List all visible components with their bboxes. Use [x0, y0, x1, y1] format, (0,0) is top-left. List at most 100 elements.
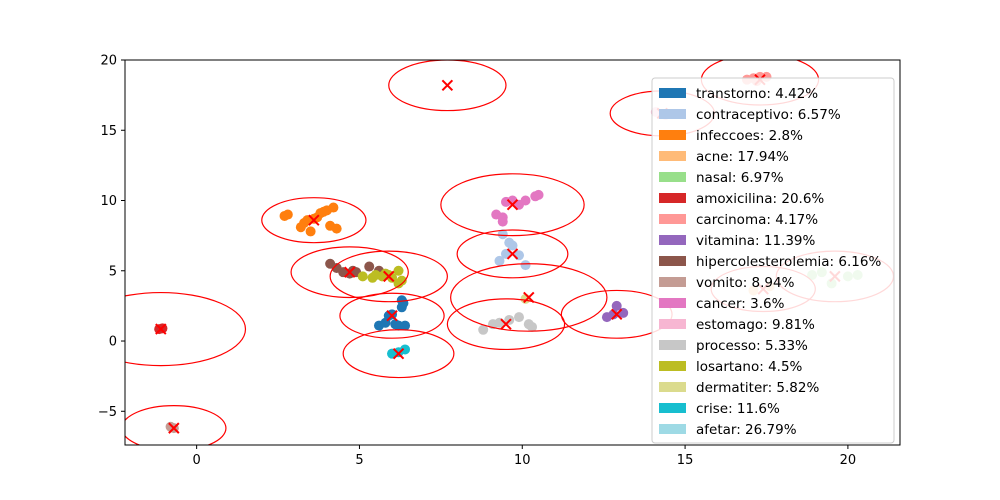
legend: transtorno: 4.42% contraceptivo: 6.57% inf… [651, 77, 895, 444]
legend-swatch-afetar [659, 424, 686, 434]
point-processo-0 [478, 324, 489, 335]
legend-swatch-cancer [659, 298, 686, 308]
legend-swatch-processo [659, 340, 686, 350]
legend-swatch-transtorno [659, 88, 686, 98]
cluster-circle-contraceptivo [456, 229, 569, 279]
legend-swatch-nasal [659, 172, 686, 182]
y-axis: −5 0 5 10 15 20 [98, 54, 125, 420]
centroid-marker-processo [500, 318, 512, 330]
legend-entry-crise: crise: 11.6% [659, 401, 780, 417]
legend-label-estomago: estomago: 9.81% [696, 317, 815, 333]
legend-swatch-hipercolesterolemia [659, 256, 686, 266]
cluster-circle-losartano [329, 250, 448, 303]
point-processo-4 [514, 312, 525, 323]
centroid-marker-infeccoes [308, 214, 320, 226]
point-vitamina-3 [608, 309, 619, 320]
cluster-circles [125, 60, 895, 445]
point-infeccoes-1 [282, 209, 293, 220]
cluster-circle-vomito [125, 405, 227, 445]
point-transtorno-8 [400, 320, 411, 331]
point-vitamina-1 [611, 300, 622, 311]
point-processo-6 [527, 321, 538, 332]
y-tick-label-20: 20 [100, 54, 117, 69]
centroid-marker-losartano [383, 270, 395, 283]
cluster-circle-dermatiter [450, 263, 608, 332]
legend-label-carcinoma: carcinoma: 4.17% [696, 212, 818, 228]
legend-swatch-crise [659, 403, 686, 413]
x-tick-label-15: 15 [677, 453, 694, 468]
y-tick-label--5: −5 [98, 405, 117, 420]
cluster-circle-cancer [440, 173, 585, 237]
x-tick-label-20: 20 [840, 453, 857, 468]
legend-entry-dermatiter: dermatiter: 5.82% [659, 380, 819, 396]
point-transtorno-9 [398, 298, 409, 309]
y-tick-label-0: 0 [109, 335, 117, 350]
legend-swatch-acne [659, 151, 686, 161]
point-losartano-0 [357, 271, 368, 282]
point-contraceptivo-3 [507, 240, 518, 251]
legend-entry-processo: processo: 5.33% [659, 338, 808, 354]
legend-entry-transtorno: transtorno: 4.42% [659, 86, 818, 102]
legend-label-afetar: afetar: 26.79% [696, 422, 797, 438]
legend-label-infeccoes: infeccoes: 2.8% [696, 128, 803, 144]
centroid-marker-contraceptivo [506, 248, 519, 260]
x-tick-label-10: 10 [514, 453, 531, 468]
y-tick-label-15: 15 [100, 124, 117, 139]
legend-label-cancer: cancer: 3.6% [696, 296, 785, 312]
legend-swatch-amoxicilina [659, 193, 686, 203]
y-tick-label-10: 10 [100, 194, 117, 209]
legend-label-amoxicilina: amoxicilina: 20.6% [696, 191, 824, 207]
legend-entry-infeccoes: infeccoes: 2.8% [659, 128, 803, 144]
legend-label-vomito: vomito: 8.94% [696, 275, 795, 291]
legend-label-dermatiter: dermatiter: 5.82% [696, 380, 819, 396]
point-losartano-8 [393, 265, 404, 276]
legend-entry-acne: acne: 17.94% [659, 149, 789, 165]
legend-entry-estomago: estomago: 9.81% [659, 317, 815, 333]
x-tick-label-5: 5 [355, 453, 363, 468]
legend-label-nasal: nasal: 6.97% [696, 170, 784, 186]
point-cancer-8 [497, 212, 508, 223]
centroid-marker-vomito [168, 422, 180, 434]
x-tick-label-0: 0 [192, 453, 200, 468]
point-contraceptivo-0 [494, 255, 505, 266]
legend-entry-carcinoma: carcinoma: 4.17% [659, 212, 818, 228]
point-contraceptivo-6 [500, 248, 511, 259]
legend-swatch-vitamina [659, 235, 686, 245]
point-infeccoes-10 [328, 202, 339, 213]
legend-box [651, 77, 895, 444]
cluster-circle-processo [446, 298, 566, 351]
legend-label-crise: crise: 11.6% [696, 401, 780, 417]
legend-entry-losartano: losartano: 4.5% [659, 359, 803, 375]
legend-entry-hipercolesterolemia: hipercolesterolemia: 6.16% [659, 254, 881, 270]
legend-label-transtorno: transtorno: 4.42% [696, 86, 818, 102]
cluster-circle-transtorno [339, 292, 445, 339]
legend-entry-nasal: nasal: 6.97% [659, 170, 784, 186]
legend-entry-cancer: cancer: 3.6% [659, 296, 785, 312]
point-contraceptivo-5 [520, 260, 531, 271]
legend-label-acne: acne: 17.94% [696, 149, 789, 165]
centroid-marker-cancer [506, 199, 519, 211]
legend-swatch-carcinoma [659, 214, 686, 224]
y-tick-label-5: 5 [109, 264, 117, 279]
x-axis: 0 5 10 15 20 [192, 445, 856, 468]
cluster-circle-afetar [388, 60, 507, 112]
point-losartano-9 [396, 275, 407, 286]
legend-label-contraceptivo: contraceptivo: 6.57% [696, 107, 841, 123]
centroid-marker-amoxicilina [155, 323, 167, 335]
legend-entry-contraceptivo: contraceptivo: 6.57% [659, 107, 841, 123]
centroid-marker-hipercolesterolemia [343, 266, 356, 278]
point-infeccoes-12 [331, 223, 342, 234]
cluster-circle-crise [342, 329, 455, 379]
legend-swatch-vomito [659, 277, 686, 287]
point-infeccoes-5 [305, 226, 316, 237]
centroid-marker-dermatiter [523, 291, 535, 304]
point-infeccoes-13 [318, 206, 329, 217]
cluster-circle-amoxicilina [125, 291, 247, 367]
centroid-marker-afetar [441, 79, 454, 91]
centroid-marker-transtorno [386, 310, 398, 322]
point-cancer-5 [520, 195, 531, 206]
legend-entry-amoxicilina: amoxicilina: 20.6% [659, 191, 824, 207]
cluster-circle-infeccoes [261, 197, 367, 244]
legend-swatch-estomago [659, 319, 686, 329]
